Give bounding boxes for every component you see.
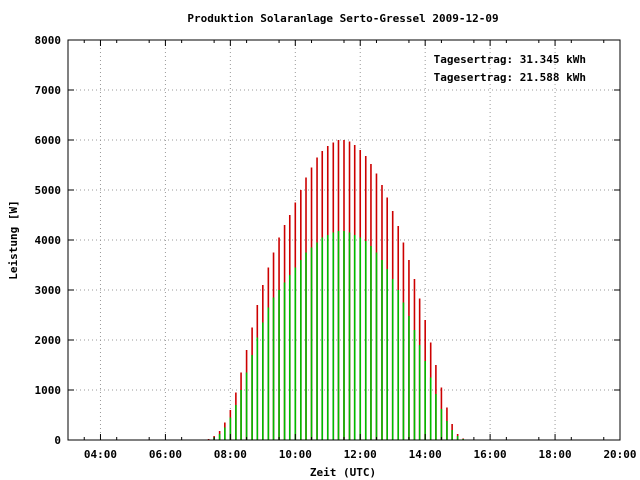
- y-axis-ticks: 0 1000 2000 3000 4000 5000 6000 7000 8000: [35, 34, 620, 447]
- y-axis-label: Leistung [W]: [7, 200, 20, 279]
- y-tick-label: 5000: [35, 184, 62, 197]
- x-axis-label: Zeit (UTC): [310, 466, 376, 479]
- x-tick-label: 06:00: [149, 448, 182, 461]
- y-tick-label: 2000: [35, 334, 62, 347]
- chart-title: Produktion Solaranlage Serto-Gressel 200…: [187, 12, 498, 25]
- x-tick-label: 16:00: [474, 448, 507, 461]
- x-tick-label: 14:00: [409, 448, 442, 461]
- x-tick-label: 20:00: [603, 448, 636, 461]
- legend-entry-green: Tagesertrag: 21.588 kWh: [434, 71, 586, 84]
- y-tick-label: 8000: [35, 34, 62, 47]
- x-tick-label: 10:00: [279, 448, 312, 461]
- x-tick-label: 08:00: [214, 448, 247, 461]
- x-tick-label: 12:00: [344, 448, 377, 461]
- y-tick-label: 1000: [35, 384, 62, 397]
- x-axis-ticks: 04:00 06:00 08:00 10:00 12:00 14:00 16:00 18:00…: [83, 40, 637, 461]
- x-tick-label: 04:00: [84, 448, 117, 461]
- x-tick-label: 18:00: [538, 448, 571, 461]
- y-tick-label: 4000: [35, 234, 62, 247]
- legend-entry-red: Tagesertrag: 31.345 kWh: [434, 53, 586, 66]
- y-tick-label: 6000: [35, 134, 62, 147]
- series-green-bars: [207, 231, 464, 440]
- y-tick-label: 0: [54, 434, 61, 447]
- y-tick-label: 3000: [35, 284, 62, 297]
- y-tick-label: 7000: [35, 84, 62, 97]
